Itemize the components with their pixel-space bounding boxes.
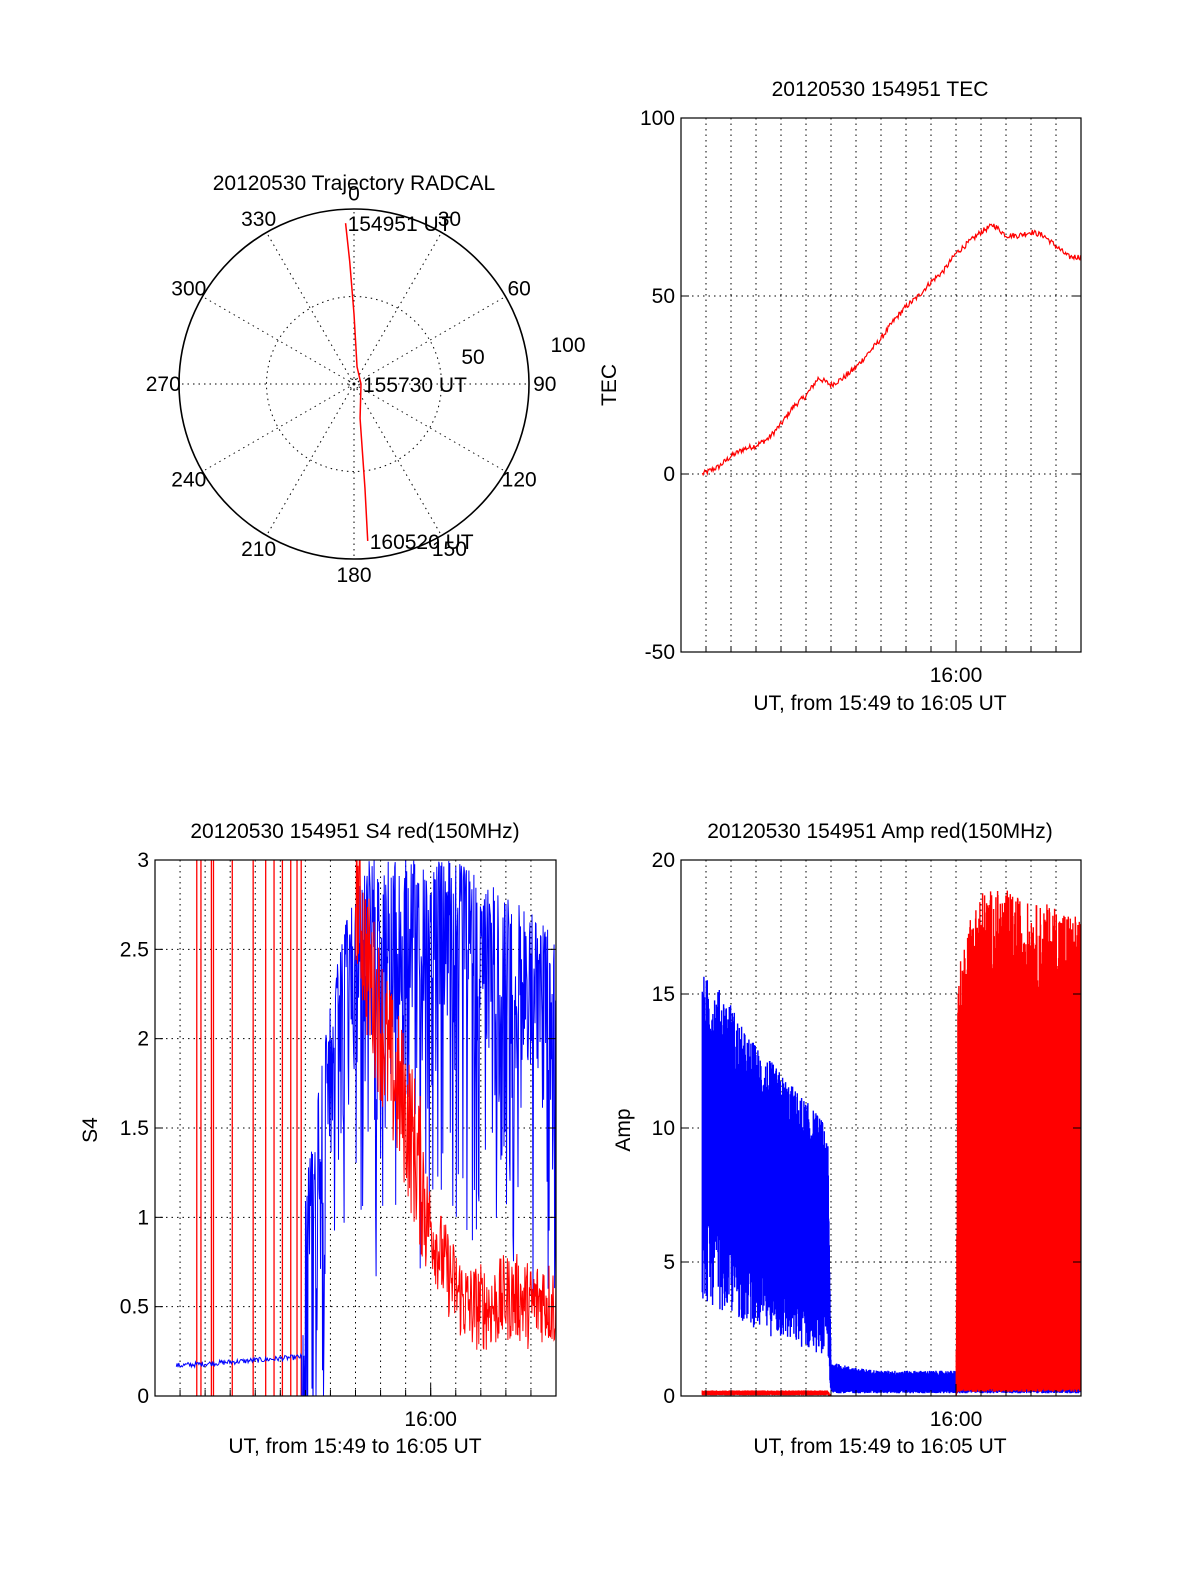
polar-spoke <box>353 383 506 472</box>
s4-plot: 20120530 154951 S4 red(150MHz) UT, from … <box>79 820 557 1458</box>
polar-time-annotation: 154951 UT <box>348 213 452 236</box>
s4-xtick-label: 16:00 <box>404 1408 457 1431</box>
tec-series-line <box>701 223 1081 477</box>
polar-azimuth-label: 120 <box>502 468 537 491</box>
polar-trajectory-line <box>344 223 369 541</box>
polar-azimuth-label: 300 <box>171 278 206 301</box>
amp-ytick-label: 15 <box>652 983 675 1006</box>
polar-time-annotation: 155730 UT <box>363 374 467 397</box>
s4-data <box>175 860 556 1396</box>
amp-ytick-label: 0 <box>663 1385 675 1408</box>
polar-grid <box>178 208 530 560</box>
polar-azimuth-label: 240 <box>171 468 206 491</box>
s4-ytick-label: 3 <box>137 849 149 872</box>
amp-ylabel: Amp <box>612 1108 635 1151</box>
polar-azimuth-label: 60 <box>508 278 531 301</box>
polar-azimuth-label: 330 <box>241 208 276 231</box>
s4-xlabel: UT, from 15:49 to 16:05 UT <box>228 1435 481 1458</box>
polar-azimuth-label: 180 <box>336 564 371 587</box>
polar-azimuth-label: 0 <box>348 182 360 205</box>
polar-azimuth-label: 30 <box>438 208 461 231</box>
polar-outer-circle <box>178 208 530 560</box>
s4-ytick-label: 2 <box>137 1028 149 1051</box>
s4-ytick-label: 2.5 <box>120 938 149 961</box>
tec-ylabel: TEC <box>598 364 621 406</box>
polar-spoke <box>353 383 442 536</box>
s4-ytick-label: 1 <box>137 1206 149 1229</box>
trajectory-polar-plot: 20120530 Trajectory RADCAL 0 30 60 90 120 150… <box>146 172 586 587</box>
tec-title: 20120530 154951 TEC <box>772 78 989 101</box>
polar-spoke <box>266 383 355 536</box>
polar-azimuth-labels: 0 30 60 90 120 150 180 210 240 270 300 330 <box>146 182 557 587</box>
s4-series-line <box>355 860 556 1350</box>
polar-annotations: 154951 UT 155730 UT 160520 UT <box>348 213 474 554</box>
polar-spoke <box>353 296 506 385</box>
tec-xtick-label: 16:00 <box>930 664 983 687</box>
tec-ytick-label: 100 <box>640 107 675 130</box>
amp-xtick-label: 16:00 <box>930 1408 983 1431</box>
amp-data <box>701 890 1081 1396</box>
tec-plot: 20120530 154951 TEC UT, from 15:49 to 16… <box>598 78 1082 715</box>
s4-ytick-label: 0 <box>137 1385 149 1408</box>
polar-azimuth-label: 90 <box>533 373 556 396</box>
polar-spoke <box>266 232 355 385</box>
polar-time-annotation: 160520 UT <box>370 531 474 554</box>
amp-title: 20120530 154951 Amp red(150MHz) <box>707 820 1053 843</box>
s4-ytick-label: 1.5 <box>120 1117 149 1140</box>
polar-radius-labels: 50 100 <box>461 334 585 369</box>
tec-xlabel: UT, from 15:49 to 16:05 UT <box>753 692 1006 715</box>
polar-azimuth-label: 210 <box>241 538 276 561</box>
tec-ytick-label: -50 <box>645 641 675 664</box>
s4-ylabel: S4 <box>79 1117 102 1143</box>
amp-ytick-label: 20 <box>652 849 675 872</box>
polar-title: 20120530 Trajectory RADCAL <box>213 172 496 195</box>
polar-radius-label: 100 <box>550 334 585 357</box>
polar-trajectory <box>344 223 369 541</box>
tec-ytick-label: 0 <box>663 463 675 486</box>
amp-ytick-label: 5 <box>663 1251 675 1274</box>
polar-spoke <box>202 383 355 472</box>
polar-inner-circle <box>266 296 442 472</box>
tec-data <box>701 223 1081 477</box>
tec-frame <box>680 117 1082 653</box>
s4-ytick-label: 0.5 <box>120 1296 149 1319</box>
amp-plot: 20120530 154951 Amp red(150MHz) UT, from… <box>612 820 1082 1458</box>
amp-series-trace <box>701 890 1081 1396</box>
tec-ytick-label: 50 <box>652 285 675 308</box>
s4-series-line <box>175 860 556 1396</box>
polar-azimuth-label: 270 <box>146 373 181 396</box>
amp-xlabel: UT, from 15:49 to 16:05 UT <box>753 1435 1006 1458</box>
polar-azimuth-label: 150 <box>432 538 467 561</box>
s4-title: 20120530 154951 S4 red(150MHz) <box>190 820 519 843</box>
amp-ytick-label: 10 <box>652 1117 675 1140</box>
polar-radius-label: 50 <box>461 346 484 369</box>
polar-center-circle <box>348 378 360 390</box>
